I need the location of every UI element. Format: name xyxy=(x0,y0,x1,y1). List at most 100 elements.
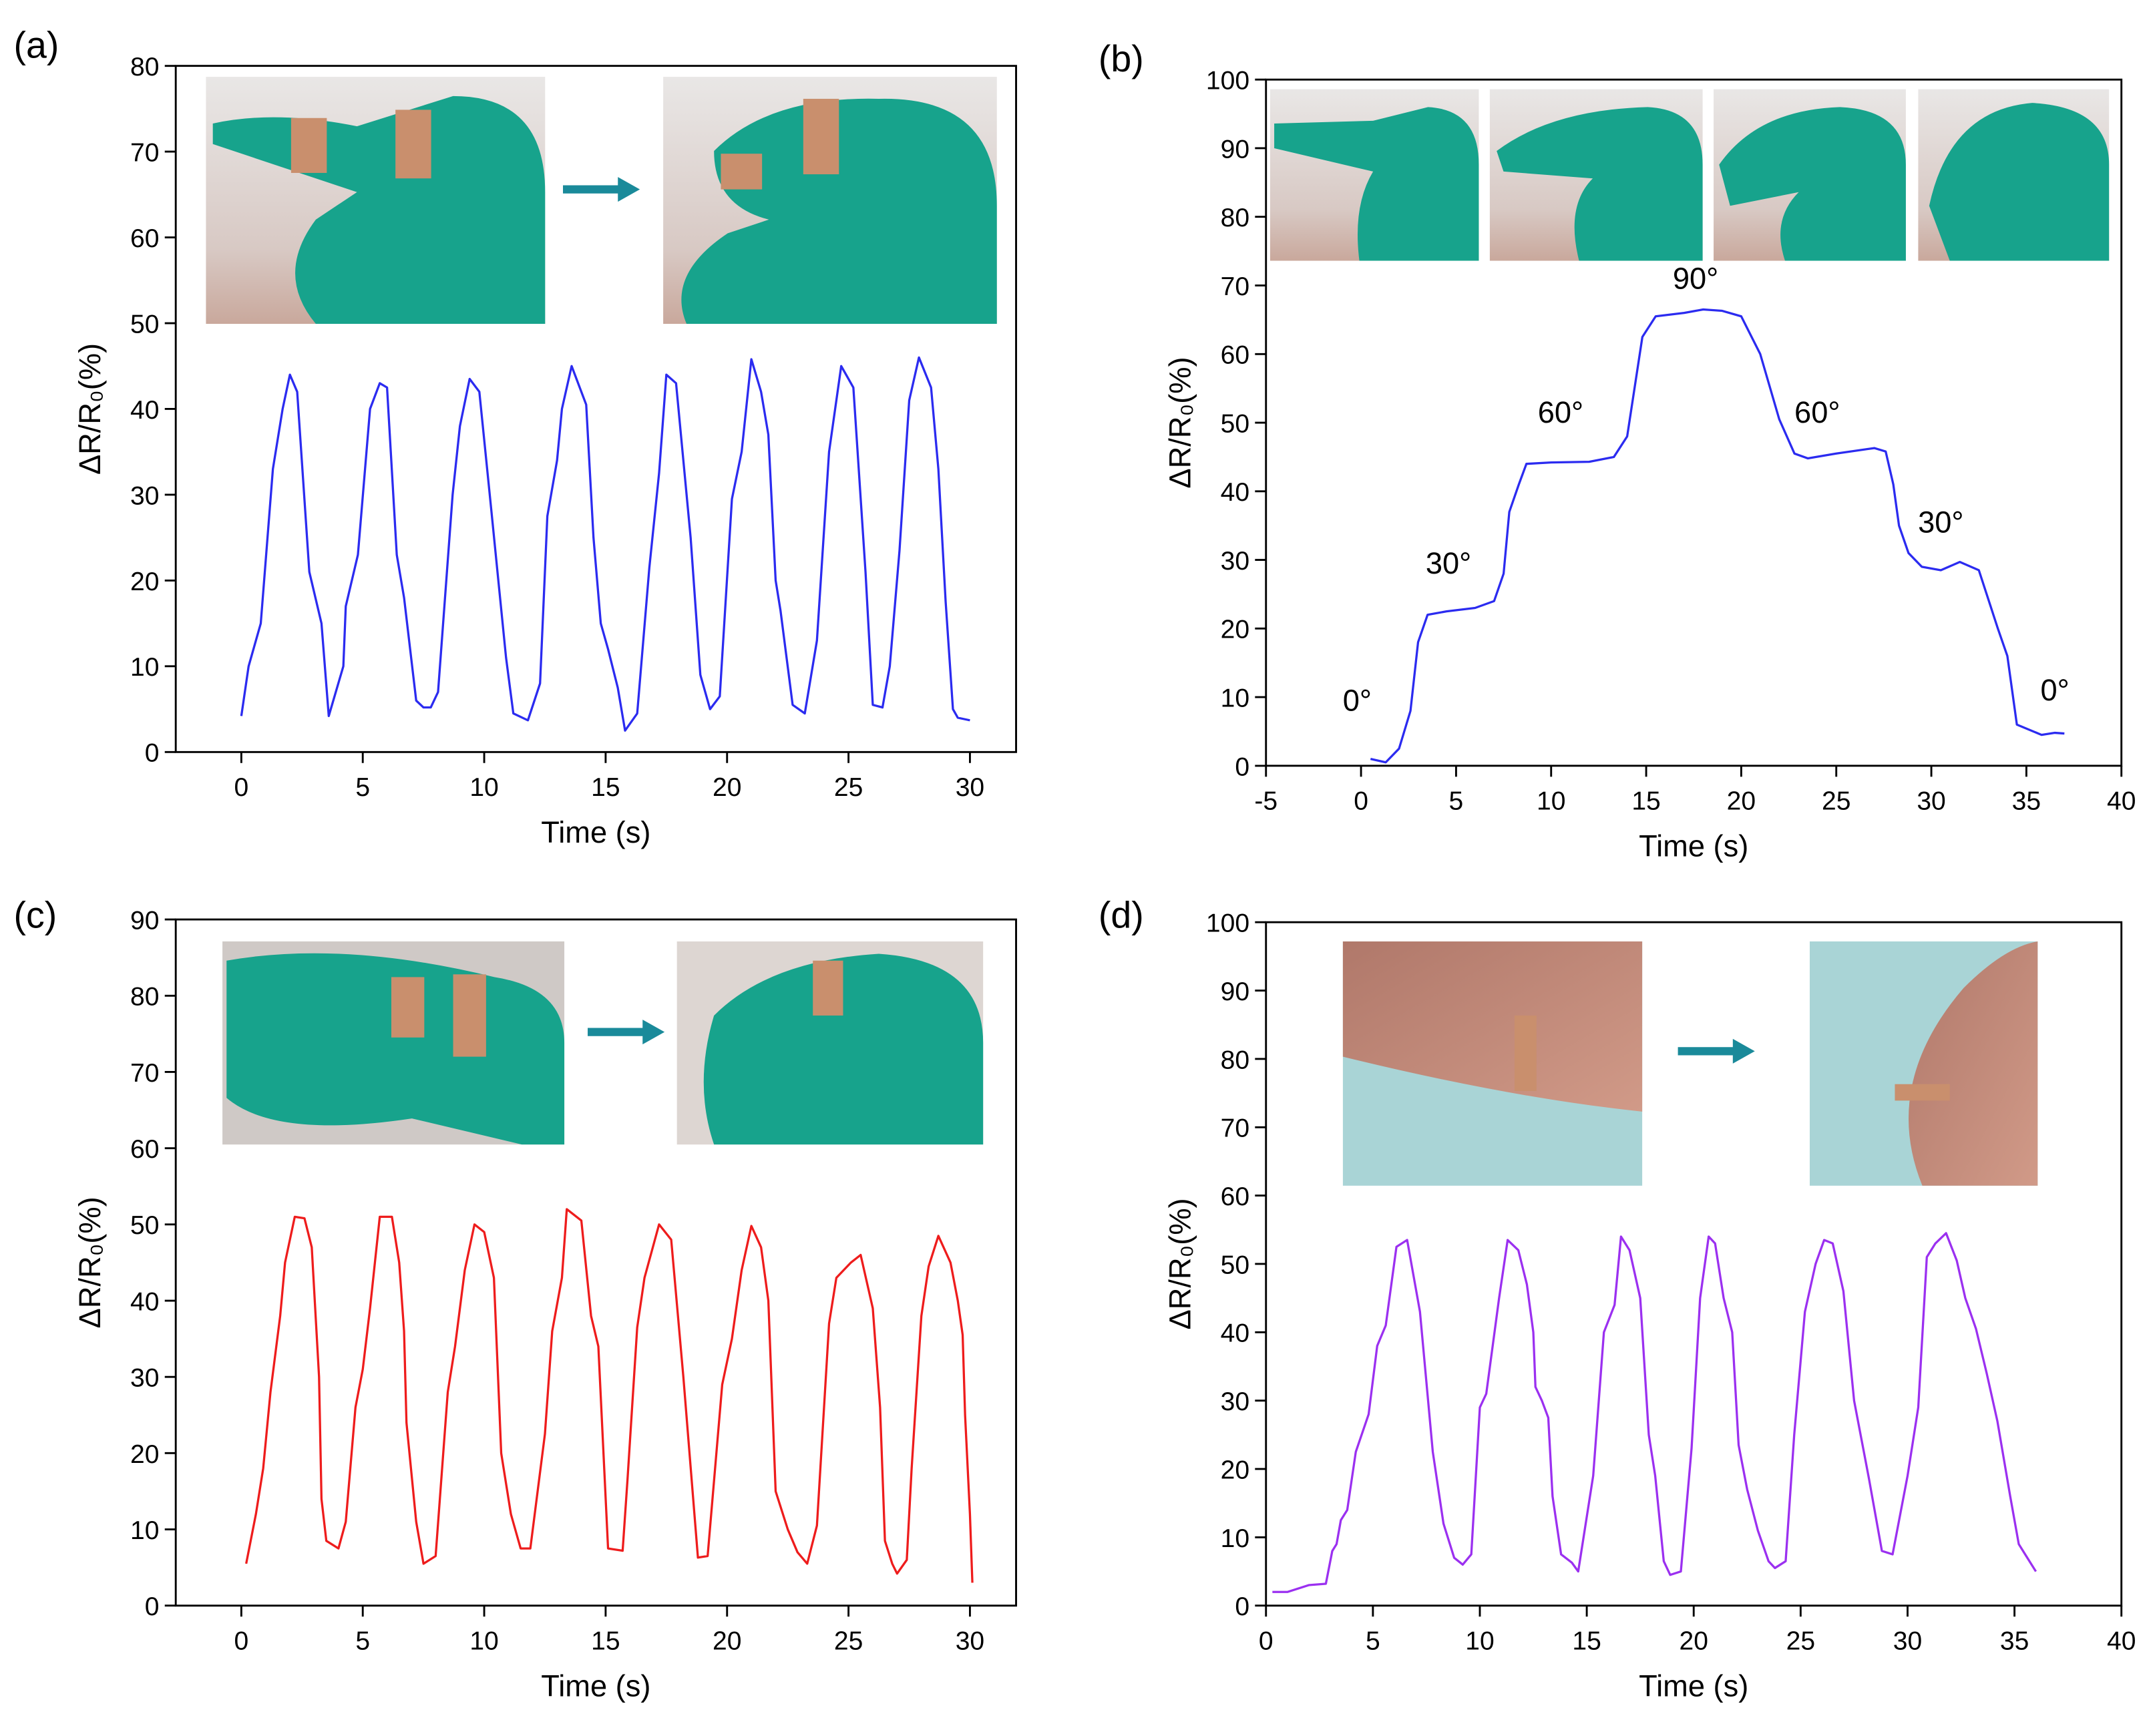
x-tick-label: 0 xyxy=(234,773,249,802)
y-tick-label: 50 xyxy=(130,310,159,339)
annotation: 90° xyxy=(1673,262,1718,296)
x-tick-label: 10 xyxy=(469,1627,498,1656)
y-tick-label: 70 xyxy=(1221,272,1249,301)
x-tick-label: 15 xyxy=(1572,1627,1601,1656)
x-tick-label: 0 xyxy=(1259,1627,1274,1656)
y-tick-label: 20 xyxy=(1221,616,1249,644)
panel: 0 10 20 30 40 50 60 70 80 0 5 10 15 20 25 30 Time (s) ΔR/… xyxy=(14,24,1017,849)
x-tick-label: 30 xyxy=(956,773,984,802)
panel: 0 10 20 30 40 50 60 70 80 90 0 5 10 15 20 25 30 Time (s) Δ… xyxy=(14,894,1017,1703)
x-tick-label: 20 xyxy=(1727,787,1756,816)
x-tick-label: -5 xyxy=(1254,787,1278,816)
x-tick-label: 15 xyxy=(1631,787,1660,816)
y-tick-label: 60 xyxy=(130,1135,159,1164)
y-tick-label: 30 xyxy=(130,1364,159,1393)
y-tick-label: 10 xyxy=(130,1516,159,1545)
x-tick-label: 5 xyxy=(1366,1627,1380,1656)
x-tick-label: 10 xyxy=(469,773,498,802)
x-tick-label: 30 xyxy=(1893,1627,1922,1656)
y-tick-label: 80 xyxy=(130,53,159,81)
y-tick-label: 60 xyxy=(1221,1182,1249,1211)
y-tick-label: 80 xyxy=(1221,1046,1249,1074)
x-axis-label: Time (s) xyxy=(1639,1669,1748,1703)
y-tick-label: 60 xyxy=(1221,341,1249,370)
panel-label: (a) xyxy=(14,24,59,65)
data-line xyxy=(1370,308,2065,764)
y-tick-label: 20 xyxy=(1221,1456,1249,1484)
x-tick-label: 40 xyxy=(2107,1627,2136,1656)
y-tick-label: 10 xyxy=(130,653,159,682)
y-axis-label: ΔR/R₀(%) xyxy=(1163,1198,1197,1329)
annotation: 0° xyxy=(1343,684,1372,718)
data-line xyxy=(240,356,970,732)
x-tick-label: 15 xyxy=(591,1627,620,1656)
data-line xyxy=(245,1208,974,1583)
annotation: 0° xyxy=(2040,673,2069,707)
x-tick-label: 25 xyxy=(1822,787,1850,816)
x-axis-label: Time (s) xyxy=(1639,829,1748,863)
x-tick-label: 10 xyxy=(1537,787,1565,816)
annotation: 30° xyxy=(1426,546,1471,580)
y-tick-label: 0 xyxy=(145,739,160,768)
x-tick-label: 0 xyxy=(1354,787,1368,816)
y-tick-label: 70 xyxy=(1221,1114,1249,1143)
y-tick-label: 10 xyxy=(1221,684,1249,713)
x-tick-label: 25 xyxy=(834,773,863,802)
y-axis-label: ΔR/R₀(%) xyxy=(1163,357,1197,488)
x-tick-label: 20 xyxy=(1680,1627,1708,1656)
x-tick-label: 40 xyxy=(2107,787,2136,816)
annotation: 60° xyxy=(1794,395,1840,429)
y-tick-label: 70 xyxy=(130,139,159,168)
annotation: 30° xyxy=(1918,505,1963,539)
x-axis-label: Time (s) xyxy=(541,815,650,849)
y-tick-label: 100 xyxy=(1206,67,1249,95)
y-axis-label: ΔR/R₀(%) xyxy=(73,343,107,475)
x-axis-label: Time (s) xyxy=(541,1669,650,1703)
y-tick-label: 70 xyxy=(130,1059,159,1088)
y-tick-label: 0 xyxy=(1235,1592,1249,1621)
y-tick-label: 30 xyxy=(1221,1387,1249,1416)
y-tick-label: 50 xyxy=(1221,409,1249,438)
x-tick-label: 30 xyxy=(1917,787,1945,816)
x-tick-label: 20 xyxy=(713,773,741,802)
y-tick-label: 60 xyxy=(130,224,159,253)
plot-frame xyxy=(174,918,1017,1607)
y-tick-label: 0 xyxy=(1235,752,1249,781)
y-tick-label: 20 xyxy=(130,568,159,596)
y-tick-label: 90 xyxy=(130,906,159,935)
x-tick-label: 5 xyxy=(355,1627,370,1656)
y-tick-label: 80 xyxy=(130,983,159,1012)
x-tick-label: 10 xyxy=(1465,1627,1494,1656)
x-tick-label: 25 xyxy=(1786,1627,1815,1656)
y-tick-label: 40 xyxy=(1221,478,1249,507)
x-tick-label: 5 xyxy=(1449,787,1464,816)
y-tick-label: 30 xyxy=(1221,547,1249,576)
x-tick-label: 35 xyxy=(2012,787,2041,816)
y-tick-label: 40 xyxy=(130,396,159,425)
x-tick-label: 35 xyxy=(2000,1627,2029,1656)
y-tick-label: 0 xyxy=(145,1592,160,1621)
y-tick-label: 90 xyxy=(1221,135,1249,164)
x-tick-label: 30 xyxy=(956,1627,984,1656)
panel-label: (c) xyxy=(14,894,57,935)
y-tick-label: 100 xyxy=(1206,909,1249,938)
data-line xyxy=(1272,1232,2037,1593)
y-tick-label: 50 xyxy=(1221,1251,1249,1279)
x-tick-label: 20 xyxy=(713,1627,741,1656)
annotation: 60° xyxy=(1538,395,1583,429)
y-tick-label: 90 xyxy=(1221,978,1249,1006)
y-tick-label: 50 xyxy=(130,1211,159,1240)
panel: 0 10 20 30 40 50 60 70 80 90 100 0 5 10 15 20 25 30 35 40 Ti… xyxy=(1099,894,2136,1703)
panel-label: (d) xyxy=(1099,894,1144,935)
y-tick-label: 30 xyxy=(130,481,159,510)
x-tick-label: 5 xyxy=(355,773,370,802)
x-tick-label: 25 xyxy=(834,1627,863,1656)
panel-label: (b) xyxy=(1099,38,1144,79)
y-axis-label: ΔR/R₀(%) xyxy=(73,1197,107,1328)
x-tick-label: 15 xyxy=(591,773,620,802)
y-tick-label: 20 xyxy=(130,1440,159,1469)
y-tick-label: 10 xyxy=(1221,1524,1249,1553)
